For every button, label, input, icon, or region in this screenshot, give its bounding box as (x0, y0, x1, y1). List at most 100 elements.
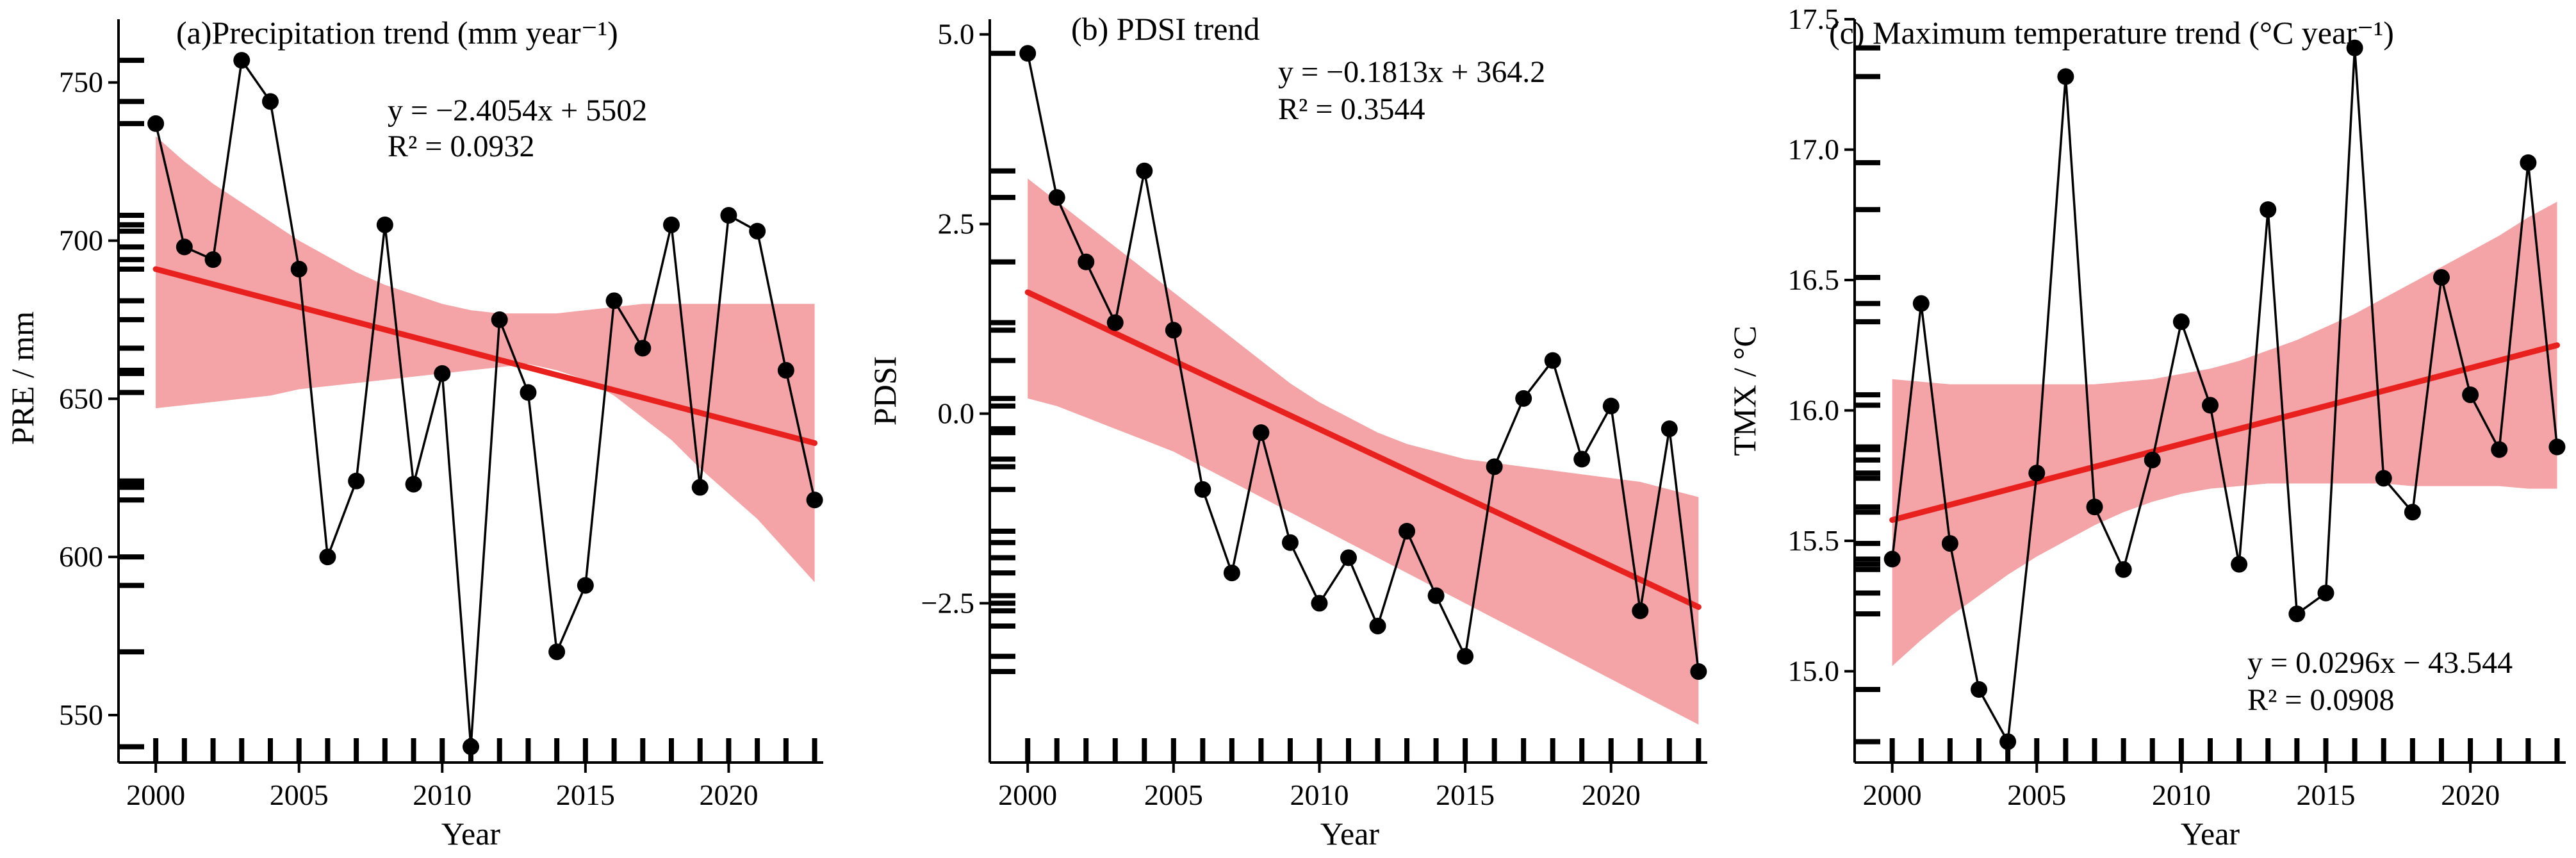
panel-a-y-tick-label: 750 (59, 66, 103, 99)
panel-a-x-tick-label: 2005 (270, 779, 329, 811)
panel-c-point (2317, 584, 2334, 602)
panel-c-x-tick-label: 2020 (2441, 779, 2500, 811)
panel-a-point (548, 643, 566, 661)
panel-c-point (2144, 451, 2161, 468)
panel-c-point (2404, 504, 2421, 521)
panel-a-point (749, 222, 766, 240)
panel-a-y-tick-label: 600 (59, 540, 103, 573)
panel-b-x-tick-label: 2015 (1436, 779, 1495, 811)
panel-max-temperature: 2000 2005 2010 2015 2020 15.0 15.5 16.0 16.5 17.0… (1727, 3, 2566, 852)
panel-b-y-tick-label: 2.5 (938, 208, 975, 240)
panel-b-point (1602, 397, 1620, 415)
panel-a-y-tick-label: 700 (59, 224, 103, 257)
panel-b-title: (b) PDSI trend (1071, 11, 1259, 47)
panel-b-point (1311, 595, 1328, 612)
panel-c-point (2491, 441, 2508, 458)
panel-a-y-tick-label: 650 (59, 382, 103, 415)
panel-c-x-tick-label: 2000 (1863, 779, 1922, 811)
panel-b-y-tick-label: 0.0 (938, 397, 975, 430)
panel-a-x-tick-label: 2000 (126, 779, 185, 811)
panel-a-point (147, 115, 165, 132)
panel-a-x-tick-label: 2010 (413, 779, 472, 811)
panel-b-regression-equation: y = −0.1813x + 364.2 (1278, 55, 1545, 89)
panel-b-point (1427, 587, 1445, 604)
panel-c-point (2028, 465, 2046, 482)
panel-b-point (1515, 390, 1532, 407)
panel-c-point (2086, 499, 2103, 516)
panel-c-y-tick-label: 16.0 (1788, 394, 1840, 427)
panel-c-point (1941, 535, 1958, 552)
panel-a-point (348, 472, 365, 490)
panel-b-r-squared: R² = 0.3544 (1278, 92, 1425, 126)
panel-b-point (1369, 617, 1386, 634)
panel-c-point (2432, 268, 2450, 286)
panel-a-point (605, 292, 623, 309)
panel-a-point (663, 216, 680, 233)
panel-c-y-tick-label: 17.5 (1788, 3, 1840, 35)
panel-pdsi: 2000 2005 2010 2015 2020 −2.5 0.0 2.5 5.0 (b) PD… (867, 11, 1707, 852)
panel-c-x-tick-label: 2015 (2296, 779, 2355, 811)
panel-b-point (1048, 189, 1065, 206)
panel-b-point (1340, 549, 1357, 566)
panel-c-point (2548, 438, 2566, 456)
panel-c-regression-equation: y = 0.0296x − 43.544 (2247, 646, 2513, 680)
panel-b-point (1223, 565, 1240, 582)
panel-a-point (261, 93, 279, 110)
panel-a-point (777, 361, 794, 379)
panel-b-x-tick-label: 2000 (998, 779, 1057, 811)
panel-b-point (1399, 522, 1416, 540)
panel-b-point (1573, 450, 1591, 468)
panel-b-point (1486, 458, 1503, 475)
panel-b-y-tick-label: −2.5 (921, 586, 974, 619)
panel-b-point (1078, 253, 1095, 270)
panel-b-point (1690, 663, 1707, 680)
panel-a-point (376, 216, 393, 233)
panel-a-observed-line (154, 57, 816, 747)
panel-c-y-tick-label: 16.5 (1788, 263, 1840, 296)
panel-b-x-tick-label: 2005 (1144, 779, 1203, 811)
panel-c-y-tick-label: 15.0 (1788, 655, 1840, 688)
panel-c-observed-line (1891, 47, 2559, 746)
panel-c-r-squared: R² = 0.0908 (2247, 683, 2394, 717)
panel-a-x-tick-label: 2020 (699, 779, 758, 811)
panel-b-point (1136, 162, 1153, 179)
panel-a-point (520, 384, 537, 401)
panel-b-point (1252, 424, 1270, 441)
panel-c-y-tick-label: 17.0 (1788, 133, 1840, 166)
panel-b-trend-line (1024, 289, 1702, 610)
panel-c-x-axis-label: Year (2181, 816, 2240, 852)
panel-c-point (1971, 681, 1988, 698)
panel-a-confidence-band (156, 136, 815, 582)
panel-b-point (1165, 322, 1182, 339)
panel-a-point (691, 479, 709, 496)
panel-b-point (1457, 648, 1474, 665)
panel-c-point (2375, 470, 2392, 487)
panel-c-point (1912, 295, 1930, 312)
panel-a-r-squared: R² = 0.0932 (388, 129, 534, 163)
panel-b-x-tick-label: 2010 (1290, 779, 1349, 811)
panel-c-title: (c) Maximum temperature trend (°C year⁻¹… (1829, 15, 2394, 51)
panel-a-y-axis-label: PRE / mm (4, 311, 40, 445)
panel-b-y-axis-label: PDSI (867, 356, 903, 425)
panel-a-point (405, 475, 422, 493)
panel-c-point (2520, 154, 2537, 171)
panel-a-point (720, 207, 737, 224)
panel-c-point (2231, 556, 2248, 573)
panel-c-point (2462, 386, 2479, 404)
panel-b-point (1632, 602, 1649, 620)
panel-a-x-tick-label: 2015 (556, 779, 615, 811)
panel-c-x-tick-label: 2005 (2007, 779, 2066, 811)
panel-c-point (2202, 397, 2219, 414)
panel-a-trend-line (152, 266, 818, 446)
panel-a-point (491, 311, 508, 328)
panel-b-point (1661, 420, 1678, 438)
panel-c-point (1883, 550, 1901, 568)
panel-a-point (319, 549, 336, 566)
panel-b-point (1281, 534, 1299, 551)
panel-b-point (1194, 481, 1211, 498)
panel-b-point (1544, 352, 1561, 369)
panel-b-x-axis-label: Year (1320, 816, 1379, 852)
panel-a-point (806, 491, 823, 509)
panel-c-trend-line (1889, 342, 2560, 523)
panel-a-point (233, 52, 250, 69)
